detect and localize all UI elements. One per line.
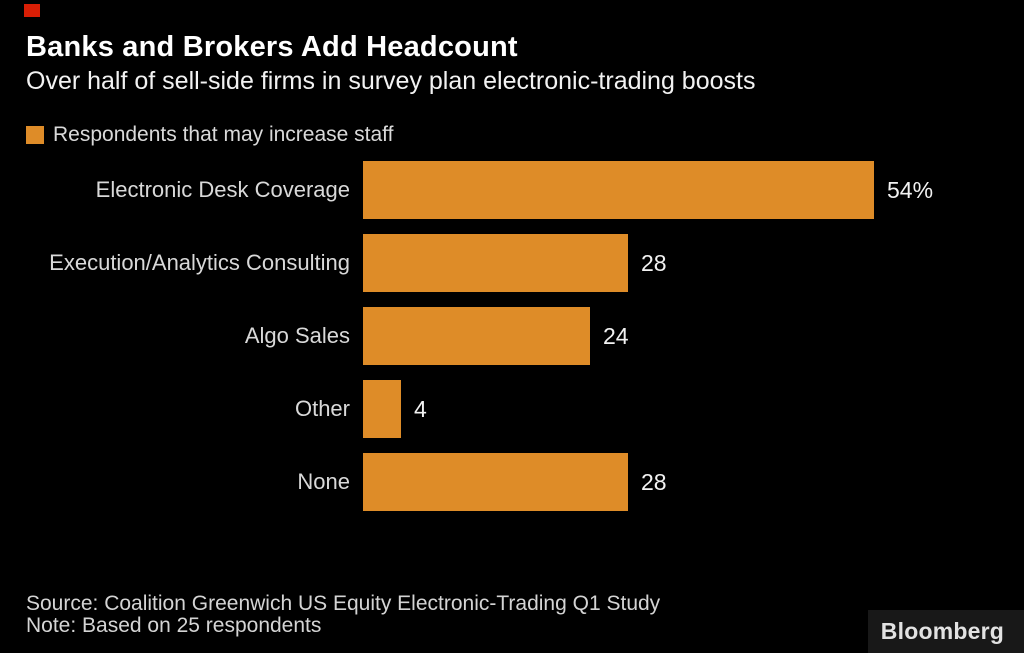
red-square-marker bbox=[24, 4, 40, 17]
bar-row: Execution/Analytics Consulting 28 bbox=[0, 234, 1024, 292]
bar bbox=[363, 307, 590, 365]
legend-swatch-icon bbox=[26, 126, 44, 144]
category-label: Execution/Analytics Consulting bbox=[49, 250, 350, 275]
bar-row: Algo Sales 24 bbox=[0, 307, 1024, 365]
bar bbox=[363, 234, 628, 292]
bar-row: Other 4 bbox=[0, 380, 1024, 438]
value-label: 24 bbox=[603, 322, 629, 349]
bar-row: Electronic Desk Coverage 54% bbox=[0, 161, 1024, 219]
value-label: 28 bbox=[641, 249, 667, 276]
legend-label: Respondents that may increase staff bbox=[53, 123, 394, 146]
bar-row: None 28 bbox=[0, 453, 1024, 511]
value-label: 4 bbox=[414, 395, 427, 422]
value-label: 54% bbox=[887, 176, 934, 203]
category-label: Electronic Desk Coverage bbox=[95, 177, 350, 202]
category-label: None bbox=[297, 469, 350, 494]
respondents-note: Note: Based on 25 respondents bbox=[26, 614, 322, 637]
bar bbox=[363, 161, 874, 219]
bloomberg-logo-box: Bloomberg bbox=[868, 610, 1024, 653]
category-label: Other bbox=[294, 396, 350, 421]
value-label: 28 bbox=[641, 468, 667, 495]
source-note: Source: Coalition Greenwich US Equity El… bbox=[26, 592, 661, 615]
bar bbox=[363, 453, 628, 511]
chart-title: Banks and Brokers Add Headcount bbox=[26, 31, 518, 63]
category-label: Algo Sales bbox=[244, 323, 350, 348]
legend: Respondents that may increase staff bbox=[26, 123, 393, 147]
bloomberg-logo: Bloomberg bbox=[880, 618, 1004, 644]
bar bbox=[363, 380, 401, 438]
chart-subtitle: Over half of sell-side firms in survey p… bbox=[26, 67, 756, 95]
